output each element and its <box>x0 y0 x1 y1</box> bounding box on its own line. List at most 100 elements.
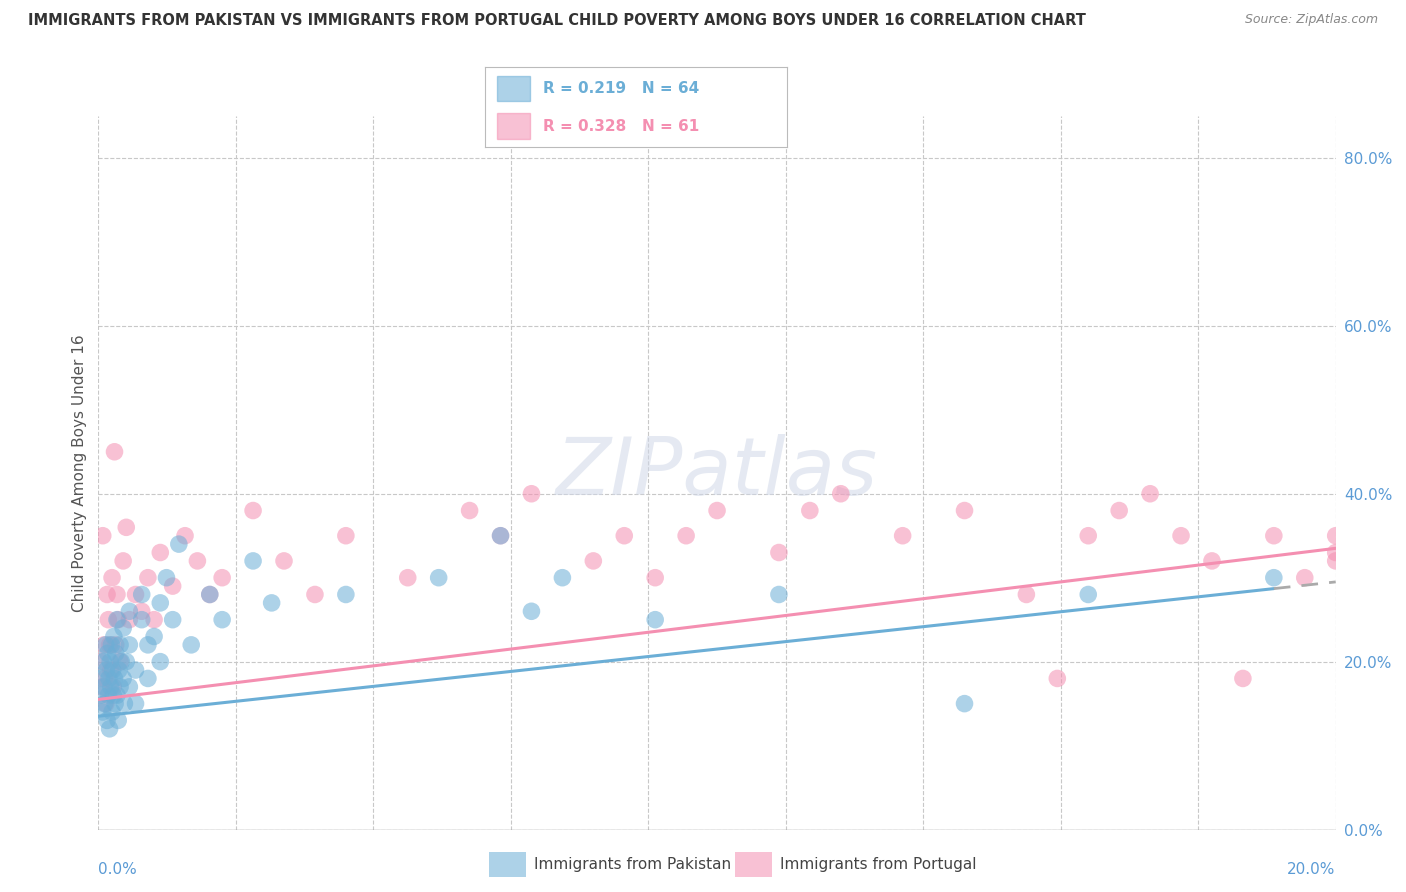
Point <box>891 529 914 543</box>
Point <box>101 571 124 585</box>
Point <box>1015 587 1038 601</box>
Point <box>551 571 574 585</box>
Point <box>91 529 114 543</box>
Point <box>118 604 141 618</box>
Point <box>112 672 135 686</box>
Point <box>97 688 120 702</box>
Point <box>1263 571 1285 585</box>
Point <box>124 587 146 601</box>
Point <box>105 587 128 601</box>
Point <box>93 655 115 669</box>
Point <box>799 503 821 517</box>
Point <box>520 487 543 501</box>
Point <box>953 503 976 517</box>
Point <box>91 705 114 719</box>
Point <box>582 554 605 568</box>
Point <box>211 571 233 585</box>
Point <box>427 571 450 585</box>
Text: 0.0%: 0.0% <box>98 862 138 877</box>
Point <box>1046 672 1069 686</box>
Point <box>103 688 125 702</box>
Bar <box>498 76 530 102</box>
Point <box>115 520 138 534</box>
Point <box>149 545 172 559</box>
Point <box>110 655 132 669</box>
Point <box>149 655 172 669</box>
Text: Source: ZipAtlas.com: Source: ZipAtlas.com <box>1244 13 1378 27</box>
Point <box>94 638 117 652</box>
Point <box>335 529 357 543</box>
Point <box>149 596 172 610</box>
Point <box>136 571 159 585</box>
Point <box>98 722 121 736</box>
Point <box>98 638 121 652</box>
Point <box>103 672 125 686</box>
Point <box>489 529 512 543</box>
Text: R = 0.219   N = 64: R = 0.219 N = 64 <box>543 81 699 96</box>
Point <box>768 545 790 559</box>
Point <box>108 680 131 694</box>
Point <box>108 655 131 669</box>
Point <box>198 587 221 601</box>
Point <box>396 571 419 585</box>
Point <box>93 680 115 694</box>
Point <box>108 638 131 652</box>
Point <box>675 529 697 543</box>
Point <box>1170 529 1192 543</box>
Point <box>131 604 153 618</box>
Point <box>273 554 295 568</box>
Point <box>97 646 120 660</box>
Point <box>112 554 135 568</box>
Point <box>162 613 184 627</box>
Point <box>124 663 146 677</box>
Point <box>100 638 122 652</box>
Point <box>198 587 221 601</box>
Point <box>155 571 177 585</box>
Point <box>489 529 512 543</box>
Point <box>1324 545 1347 559</box>
Point <box>118 680 141 694</box>
Point <box>1263 529 1285 543</box>
Point <box>89 655 111 669</box>
Point <box>112 621 135 635</box>
Point <box>520 604 543 618</box>
Point <box>644 571 666 585</box>
Point <box>644 613 666 627</box>
Point <box>211 613 233 627</box>
Point <box>953 697 976 711</box>
Text: IMMIGRANTS FROM PAKISTAN VS IMMIGRANTS FROM PORTUGAL CHILD POVERTY AMONG BOYS UN: IMMIGRANTS FROM PAKISTAN VS IMMIGRANTS F… <box>28 13 1085 29</box>
Point <box>100 663 122 677</box>
Point <box>96 587 118 601</box>
Point <box>96 663 118 677</box>
Point <box>613 529 636 543</box>
Point <box>186 554 208 568</box>
Point <box>98 655 121 669</box>
Point <box>93 672 115 686</box>
Point <box>458 503 481 517</box>
Point <box>115 655 138 669</box>
Point <box>103 444 125 458</box>
Point <box>1077 587 1099 601</box>
Point <box>136 638 159 652</box>
Point <box>167 537 190 551</box>
Point <box>101 705 124 719</box>
Point <box>89 688 111 702</box>
Point <box>162 579 184 593</box>
Text: R = 0.328   N = 61: R = 0.328 N = 61 <box>543 119 699 134</box>
Point <box>96 714 118 728</box>
Point <box>107 613 129 627</box>
Point <box>1324 529 1347 543</box>
Point <box>93 697 115 711</box>
Point <box>103 680 125 694</box>
Text: ZIPatlas: ZIPatlas <box>555 434 879 512</box>
Point <box>104 646 127 660</box>
Point <box>108 663 131 677</box>
Point <box>105 613 128 627</box>
Point <box>97 613 120 627</box>
Point <box>242 503 264 517</box>
Point <box>93 638 115 652</box>
Point <box>1201 554 1223 568</box>
Text: 20.0%: 20.0% <box>1288 862 1336 877</box>
Point <box>143 630 166 644</box>
Point <box>90 680 112 694</box>
